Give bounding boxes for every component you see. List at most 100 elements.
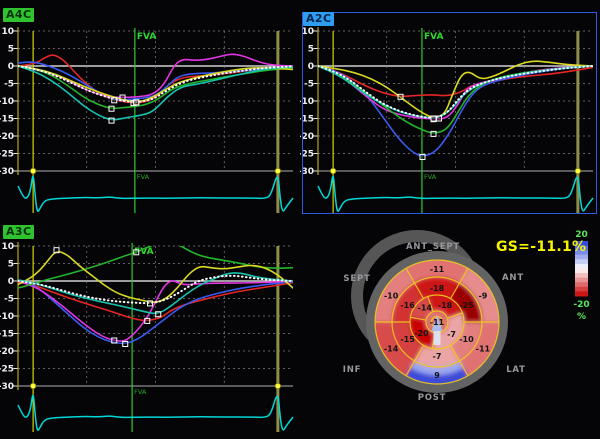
peak-marker-green bbox=[430, 130, 437, 137]
region-label-LAT: LAT bbox=[506, 365, 526, 375]
avc-event-line: FVA FVA bbox=[134, 28, 157, 213]
r-wave-lines bbox=[332, 31, 580, 213]
panel-a4c[interactable]: 10 5 0 -5 -10 -15 -20 -25 -30 FVA FVA A4C bbox=[0, 0, 300, 215]
r-wave-dot bbox=[574, 167, 582, 175]
a4c-strain-chart: 10 5 0 -5 -10 -15 -20 -25 -30 FVA FVA bbox=[0, 27, 294, 213]
svg-text:-20: -20 bbox=[0, 347, 14, 357]
bullseye-segments bbox=[372, 257, 503, 384]
strain-curve-cyan bbox=[18, 272, 293, 315]
svg-text:-20: -20 bbox=[300, 132, 314, 142]
svg-text:5: 5 bbox=[8, 45, 14, 55]
segment-basal-ANT[interactable] bbox=[459, 265, 503, 322]
strain-curve-yellow bbox=[318, 60, 593, 119]
segment-apical-INF[interactable] bbox=[410, 317, 436, 349]
peak-marker-red bbox=[397, 93, 404, 100]
svg-text:-7: -7 bbox=[433, 352, 442, 361]
region-label-INF: INF bbox=[343, 365, 361, 375]
chart-grid: 10 5 0 -5 -10 -15 -20 -25 -30 bbox=[0, 27, 293, 177]
segment-mid-ANT[interactable] bbox=[450, 283, 483, 322]
region-label-POST: POST bbox=[418, 393, 447, 403]
svg-text:-20: -20 bbox=[414, 329, 429, 338]
segment-basal-INF[interactable] bbox=[372, 322, 415, 379]
global-strain-value: GS=-11.1% bbox=[496, 239, 587, 255]
svg-text:-25: -25 bbox=[459, 301, 474, 310]
svg-text:-11: -11 bbox=[430, 265, 445, 274]
svg-text:10: 10 bbox=[1, 27, 14, 37]
svg-text:-25: -25 bbox=[300, 150, 314, 160]
svg-text:-15: -15 bbox=[400, 335, 415, 344]
segment-mid-POST[interactable] bbox=[414, 345, 460, 367]
chart-grid: 10 5 0 -5 -10 -15 -20 -25 -30 bbox=[0, 242, 293, 392]
bullseye-map: -11-9-119-14-10-18-25-10-7-15-16 -18-7-20… bbox=[343, 230, 590, 403]
peak-marker-cyan bbox=[436, 115, 442, 122]
svg-text:-10: -10 bbox=[0, 312, 14, 322]
svg-text:-16: -16 bbox=[400, 301, 415, 310]
strain-curve-blue bbox=[18, 61, 293, 101]
svg-text:-14: -14 bbox=[384, 345, 399, 354]
svg-text:FVA: FVA bbox=[137, 173, 150, 181]
view-label-a2c: A2C bbox=[303, 12, 335, 26]
a3c-strain-chart: 10 5 0 -5 -10 -15 -20 -25 -30 FVA FVA bbox=[0, 242, 294, 432]
peak-marker-yellow bbox=[53, 247, 60, 254]
strain-curve-blue bbox=[18, 279, 293, 345]
apex-cursor-icon bbox=[431, 315, 443, 345]
svg-text:-11: -11 bbox=[476, 345, 491, 354]
r-wave-lines bbox=[32, 246, 280, 432]
view-label-a4c: A4C bbox=[3, 8, 35, 22]
segment-values: -11-9-119-14-10-18-25-10-7-15-16 -18-7-20… bbox=[384, 265, 491, 380]
svg-text:-15: -15 bbox=[0, 115, 14, 125]
strain-curve-red bbox=[318, 65, 593, 98]
r-wave-dot bbox=[274, 167, 282, 175]
svg-text:-10: -10 bbox=[459, 335, 474, 344]
svg-text:10: 10 bbox=[301, 27, 314, 37]
peak-marker-green bbox=[108, 105, 115, 112]
svg-text:FVA: FVA bbox=[137, 32, 157, 42]
svg-text:-10: -10 bbox=[300, 97, 314, 107]
r-wave-dot bbox=[29, 382, 37, 390]
segment-mid-INF[interactable] bbox=[392, 322, 424, 361]
region-label-SEPT: SEPT bbox=[343, 274, 370, 284]
svg-text:-15: -15 bbox=[300, 115, 314, 125]
segment-basal-SEPT[interactable] bbox=[372, 265, 415, 322]
panel-a2c[interactable]: 10 5 0 -5 -10 -15 -20 -25 -30 FVA FVA A2C bbox=[300, 0, 600, 215]
strain-curve-average bbox=[318, 65, 593, 119]
r-wave-dot bbox=[29, 167, 37, 175]
svg-text:0: 0 bbox=[8, 277, 14, 287]
segment-basal-ANT_SEPT[interactable] bbox=[404, 257, 470, 284]
strain-colorbar: 20 -20% bbox=[573, 230, 589, 322]
svg-text:-30: -30 bbox=[300, 167, 314, 177]
svg-text:FVA: FVA bbox=[424, 173, 437, 181]
chart-grid: 10 5 0 -5 -10 -15 -20 -25 -30 bbox=[300, 27, 593, 177]
svg-text:-11: -11 bbox=[430, 318, 445, 327]
strain-curves bbox=[18, 53, 293, 121]
svg-text:-18: -18 bbox=[438, 301, 453, 310]
peak-marker-green bbox=[133, 249, 140, 256]
svg-text:-14: -14 bbox=[418, 303, 433, 312]
svg-text:9: 9 bbox=[434, 371, 440, 380]
svg-text:0: 0 bbox=[8, 62, 14, 72]
segment-mid-LAT[interactable] bbox=[450, 322, 483, 361]
segment-basal-LAT[interactable] bbox=[459, 322, 503, 379]
svg-text:-20: -20 bbox=[573, 300, 589, 310]
panel-bullseye[interactable]: -11 -9 -11 9 -14 -10 -18 -25 -10 -7 -15 -16 -18 -7 -20… bbox=[300, 215, 600, 439]
r-wave-dot bbox=[274, 382, 282, 390]
peak-marker-blue bbox=[122, 341, 129, 347]
svg-text:10: 10 bbox=[1, 242, 14, 252]
strain-curves bbox=[318, 60, 593, 157]
svg-text:FVA: FVA bbox=[134, 247, 154, 257]
svg-text:20: 20 bbox=[575, 230, 588, 240]
svg-text:%: % bbox=[577, 312, 586, 322]
avc-event-line: FVA FVA bbox=[131, 243, 154, 432]
ecg-trace bbox=[317, 175, 594, 212]
panel-a3c[interactable]: 10 5 0 -5 -10 -15 -20 -25 -30 FVA FVA A3C bbox=[0, 215, 300, 439]
svg-text:-7: -7 bbox=[447, 330, 456, 339]
peak-marker-cyan bbox=[155, 311, 162, 318]
segment-apical-SEPT[interactable] bbox=[410, 296, 434, 321]
strain-curve-average bbox=[18, 274, 293, 305]
svg-text:-9: -9 bbox=[478, 292, 487, 301]
svg-text:-5: -5 bbox=[4, 80, 14, 90]
segment-mid-SEPT[interactable] bbox=[392, 283, 424, 322]
peak-marker-magenta bbox=[111, 337, 118, 344]
segment-mid-ANT_SEPT[interactable] bbox=[414, 277, 460, 299]
svg-text:-10: -10 bbox=[0, 97, 14, 107]
